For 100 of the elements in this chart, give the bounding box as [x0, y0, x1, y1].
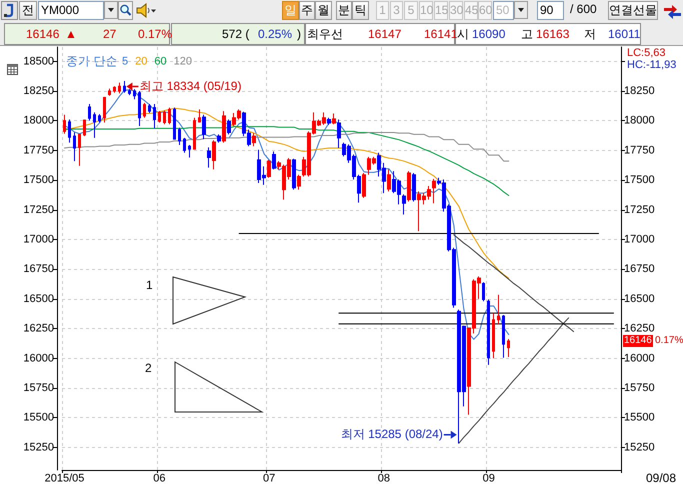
y2-tick-label: 16750 — [624, 263, 655, 276]
text: 고 — [521, 26, 533, 43]
text: ) — [297, 26, 301, 43]
y-tick-label: 17250 — [23, 204, 54, 216]
candlestick — [83, 118, 86, 137]
text: HC:-11,93 — [627, 59, 676, 72]
y-tick-label: 16750 — [23, 263, 54, 276]
candlestick — [202, 114, 206, 140]
candlestick — [207, 146, 211, 168]
y2-tick-label: 15500 — [624, 412, 655, 424]
candlestick — [487, 298, 490, 366]
candlestick — [407, 170, 411, 202]
button: 5 — [404, 1, 418, 20]
candlestick — [252, 132, 256, 147]
candlestick — [227, 118, 231, 135]
button: 10 — [419, 1, 433, 20]
y2-tick-label: 17000 — [624, 233, 655, 246]
text: 최우선 — [307, 26, 343, 43]
y-tick-label: 18500 — [23, 55, 54, 68]
candlestick — [183, 137, 186, 154]
text: 0.17% — [655, 335, 683, 347]
text: 5 — [122, 56, 128, 68]
candlestick — [332, 113, 336, 125]
input-field: 90 — [537, 1, 564, 20]
text: 16147 — [368, 26, 402, 43]
candlestick — [507, 338, 510, 358]
button: 30 — [449, 1, 463, 20]
candlestick — [108, 88, 111, 96]
candlestick — [148, 104, 151, 114]
y-tick-label: 16000 — [23, 352, 54, 364]
candlestick — [158, 110, 161, 123]
button: 틱 — [352, 1, 369, 20]
candlestick — [153, 104, 156, 129]
candlestick — [402, 194, 406, 216]
text: 0.25% — [258, 26, 292, 43]
candlestick — [412, 172, 416, 202]
candlestick — [212, 140, 216, 170]
candlestick — [143, 102, 146, 118]
text: / 600 — [570, 1, 597, 18]
button: 분 — [336, 1, 352, 20]
y2-tick-label: 18250 — [624, 84, 655, 97]
x-tick-label: 06 — [153, 472, 166, 484]
button: 1 — [376, 1, 389, 20]
text: 시 — [457, 26, 469, 43]
candlestick — [337, 118, 341, 148]
text: 20 — [135, 56, 148, 68]
text: 09/08 — [646, 471, 676, 485]
candlestick — [163, 110, 166, 125]
line-series — [64, 132, 510, 162]
candlestick — [78, 133, 81, 166]
candlestick — [193, 117, 196, 150]
y-tick-label: 16250 — [23, 322, 54, 335]
candlestick — [198, 108, 201, 123]
text: 16090 — [472, 26, 506, 43]
y-tick-label: 17000 — [23, 233, 54, 246]
text: 16163 — [536, 26, 570, 43]
y2-tick-label: 18000 — [624, 114, 655, 127]
y-tick-label: 18250 — [23, 84, 54, 97]
annotation: 최고 18334 (05/19) — [139, 78, 242, 93]
candlestick — [222, 110, 226, 144]
button: 일 — [282, 1, 299, 20]
y-tick-label: 16500 — [23, 292, 54, 305]
button: 연결선물 — [608, 1, 658, 20]
y-tick-label: 15500 — [23, 412, 54, 424]
candlestick — [387, 168, 391, 192]
candlestick — [292, 158, 296, 190]
candlestick — [168, 107, 171, 125]
candlestick — [362, 172, 366, 198]
annotation: 2 — [145, 361, 152, 375]
y2-tick-label: 17500 — [624, 174, 655, 186]
y2-tick-label: 15250 — [624, 441, 655, 454]
x-tick-label: 07 — [263, 472, 276, 484]
candlestick — [178, 127, 181, 146]
candlestick — [88, 104, 91, 122]
candlestick — [68, 118, 71, 144]
y-tick-label: 15750 — [23, 382, 54, 394]
text: LC:5,63 — [627, 47, 666, 60]
y2-tick-label: 17750 — [624, 144, 655, 156]
text: 16011 — [608, 26, 640, 43]
candlestick — [267, 159, 271, 178]
button: 전 — [19, 1, 37, 20]
candlestick — [272, 151, 276, 170]
text: ▲ — [65, 26, 77, 43]
button: 45 — [464, 1, 478, 20]
y-tick-label: 15250 — [23, 441, 54, 454]
line-series — [64, 108, 510, 279]
y2-tick-label: 16500 — [624, 292, 655, 305]
text: 저 — [584, 26, 596, 43]
y-tick-label: 18000 — [23, 114, 54, 127]
candlestick — [502, 314, 505, 358]
y2-tick-label: 16250 — [624, 322, 655, 335]
candlestick — [113, 86, 116, 94]
line-series — [64, 126, 510, 196]
candlestick — [118, 82, 121, 94]
candlestick — [492, 312, 495, 359]
button: 3 — [390, 1, 403, 20]
annotation: 최저 15285 (08/24) — [340, 427, 443, 442]
text: 27 — [103, 26, 116, 43]
candlestick — [217, 134, 221, 144]
candlestick — [173, 107, 176, 140]
